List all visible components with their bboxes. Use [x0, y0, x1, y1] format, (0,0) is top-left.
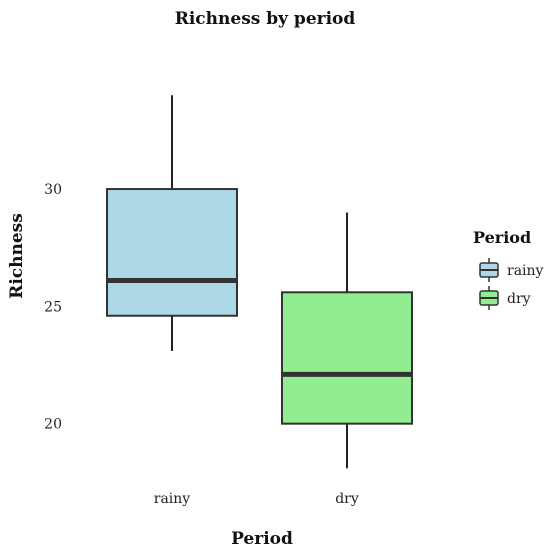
box-iqr [281, 291, 413, 425]
box-series [106, 95, 413, 469]
legend-label: rainy [507, 263, 544, 279]
box-iqr [106, 188, 238, 317]
legend: Period rainy dry [473, 228, 544, 310]
legend-item-rainy: rainy [479, 258, 544, 282]
y-axis-ticks: 20 25 30 [44, 182, 62, 433]
legend-title: Period [473, 228, 531, 247]
x-axis-title: Period [231, 529, 293, 549]
y-axis-title: Richness [7, 213, 27, 299]
x-tick-label: dry [335, 491, 359, 507]
box-rainy [106, 95, 238, 351]
y-tick-label: 25 [44, 299, 62, 315]
y-tick-label: 20 [44, 417, 62, 433]
x-tick-label: rainy [154, 491, 191, 507]
legend-item-dry: dry [479, 286, 531, 310]
x-axis-ticks: rainy dry [154, 491, 359, 507]
legend-label: dry [507, 291, 531, 307]
y-tick-label: 30 [44, 182, 62, 198]
box-dry [281, 212, 413, 469]
chart-title: Richness by period [175, 9, 356, 29]
